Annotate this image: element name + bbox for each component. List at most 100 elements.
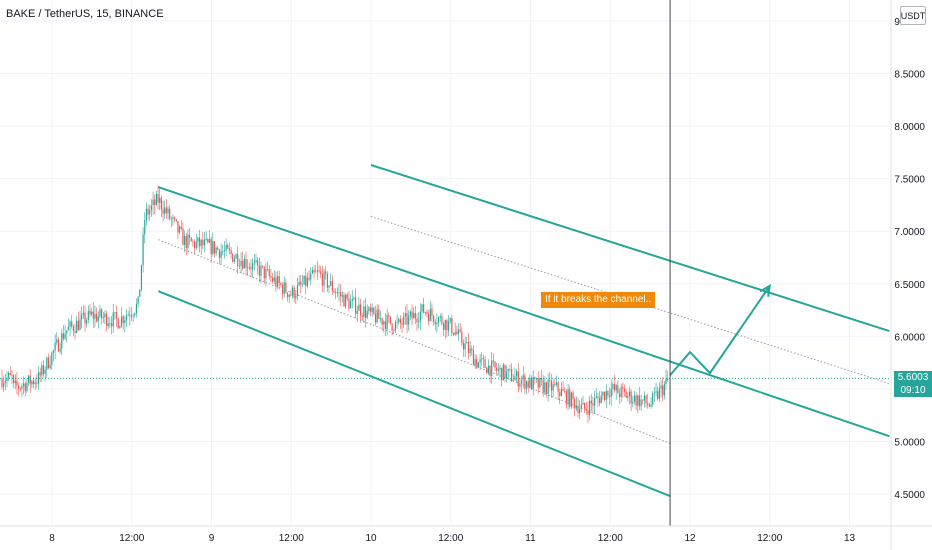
candle-body <box>235 254 237 259</box>
candle-body <box>296 285 299 296</box>
candle-body <box>326 273 328 288</box>
candle-body <box>403 316 405 325</box>
candle-body <box>359 304 362 316</box>
candle-body <box>376 309 378 323</box>
candle-body <box>637 395 639 406</box>
candle-body <box>6 377 8 382</box>
candle-body <box>212 241 214 255</box>
x-tick-label: 12:00 <box>119 533 144 544</box>
candle-body <box>31 380 33 385</box>
y-tick-label: 7.0000 <box>894 227 925 238</box>
candle-body <box>446 319 448 331</box>
candle-body <box>145 208 148 221</box>
candle-body <box>625 391 627 398</box>
candle-body <box>642 399 644 401</box>
candle-body <box>338 292 340 293</box>
candle-body <box>560 388 563 396</box>
candle-body <box>429 308 431 321</box>
candle-body <box>72 326 74 331</box>
chart-annotation[interactable]: If it breaks the channel.. <box>541 292 656 308</box>
candle-body <box>544 382 546 393</box>
candle-body <box>303 275 305 285</box>
candle-body <box>608 395 611 397</box>
x-tick-label: 12:00 <box>279 533 304 544</box>
candle-body <box>398 319 400 322</box>
grid <box>0 0 891 526</box>
candle-body <box>426 312 428 314</box>
candle-body <box>366 311 368 318</box>
candle-body <box>622 387 624 389</box>
candle-body <box>14 380 16 384</box>
candle-body <box>341 294 343 297</box>
candle-body <box>396 321 398 323</box>
candle-body <box>232 253 234 262</box>
channel-lower-line <box>157 290 671 498</box>
candle-body <box>82 312 84 315</box>
candle-body <box>271 277 274 282</box>
candle-body <box>117 318 119 329</box>
candle-body <box>643 395 646 401</box>
candle-body <box>423 304 425 313</box>
candle-body <box>86 320 88 324</box>
candle-body <box>18 385 20 389</box>
candle-body <box>273 277 275 282</box>
candle-body <box>62 333 65 339</box>
candle-body <box>595 396 597 398</box>
y-tick-label: 8.0000 <box>894 122 925 133</box>
candle-body <box>160 197 162 210</box>
candle-body <box>617 385 619 394</box>
candle-body <box>413 313 415 319</box>
candle-body <box>99 309 101 317</box>
candle-body <box>620 387 622 398</box>
candle-body <box>428 313 430 321</box>
candle-body <box>213 241 216 254</box>
candle-body <box>291 287 294 296</box>
candle-body <box>67 326 69 331</box>
candle-body <box>215 247 217 254</box>
candle-body <box>9 373 11 375</box>
candle-body <box>507 368 509 372</box>
candle-body <box>401 323 403 325</box>
candle-body <box>66 330 68 334</box>
candle-body <box>255 260 257 262</box>
candle-body <box>540 377 543 380</box>
candle-body <box>1 378 3 387</box>
candle-body <box>122 316 124 323</box>
candle-body <box>594 397 596 406</box>
candle-body <box>542 379 544 393</box>
candle-body <box>139 289 141 297</box>
candle-body <box>343 294 345 307</box>
candle-body <box>283 282 285 294</box>
trend-channel[interactable] <box>0 0 891 526</box>
candle-body <box>193 241 196 248</box>
candle-body <box>640 399 642 407</box>
candle-body <box>112 312 114 327</box>
candle-body <box>242 260 244 269</box>
bar-countdown: 09:10 <box>900 385 926 397</box>
candle-body <box>368 307 370 312</box>
candle-body <box>172 217 174 219</box>
candle-body <box>391 323 393 331</box>
candle-body <box>36 382 38 384</box>
candle-body <box>535 378 538 380</box>
candle-body <box>520 379 523 384</box>
candle-body <box>175 219 177 222</box>
candle-body <box>358 304 360 311</box>
candle-body <box>439 316 441 318</box>
candle-body <box>447 321 450 331</box>
candle-body <box>564 390 566 392</box>
candle-body <box>290 294 292 296</box>
candle-body <box>484 359 486 368</box>
candle-body <box>330 281 332 286</box>
candle-body <box>19 388 21 390</box>
candle-body <box>27 375 30 383</box>
candle-body <box>41 365 43 376</box>
candle-body <box>354 297 357 314</box>
candle-body <box>363 306 365 318</box>
currency-badge[interactable]: USDT <box>900 6 926 25</box>
x-tick-label: 12:00 <box>757 533 782 544</box>
candle-body <box>64 333 66 339</box>
candle-body <box>464 343 466 350</box>
candle-body <box>667 378 669 380</box>
